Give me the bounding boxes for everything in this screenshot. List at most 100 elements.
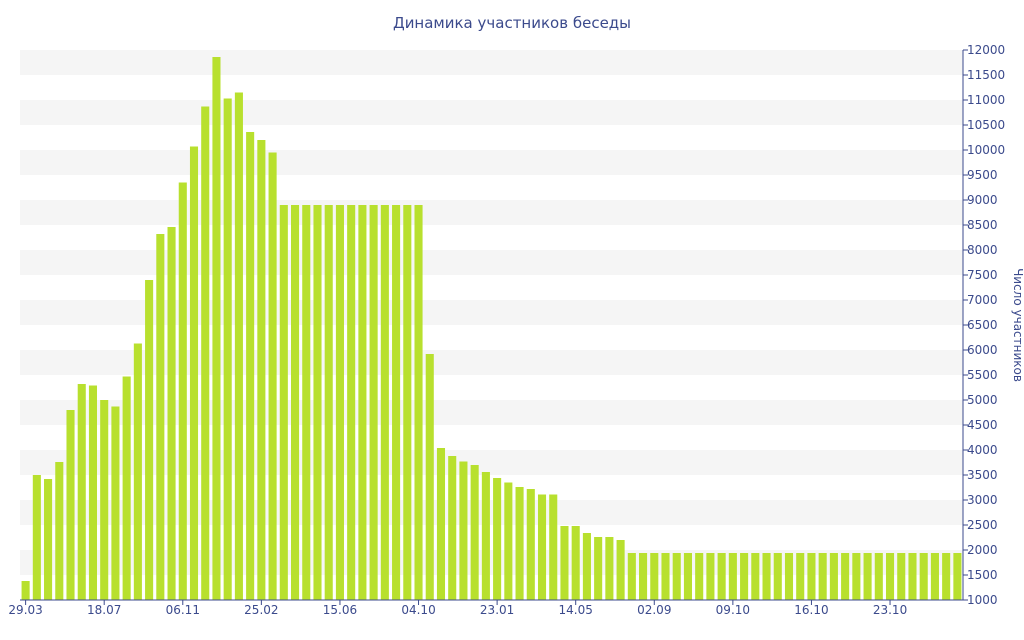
grid-bands (20, 50, 963, 575)
x-tick-label: 16.10 (794, 603, 828, 617)
y-tick-label: 2000 (967, 543, 998, 557)
bar (459, 461, 468, 600)
bar (728, 553, 737, 600)
y-tick-label: 2500 (967, 518, 998, 532)
bar (414, 205, 423, 600)
bar (549, 494, 558, 600)
bar (111, 406, 120, 600)
bar (448, 456, 457, 600)
y-tick-label: 5000 (967, 393, 998, 407)
bar (279, 205, 288, 600)
bar (897, 553, 906, 600)
bar (257, 140, 266, 600)
y-tick-label: 4000 (967, 443, 998, 457)
bar (145, 280, 154, 600)
grid-band (20, 50, 963, 75)
bar (560, 526, 569, 600)
bar (953, 553, 962, 600)
bar (616, 540, 625, 600)
grid-band (20, 400, 963, 425)
chart-title: Динамика участников беседы (393, 14, 631, 32)
bar (358, 205, 367, 600)
grid-band (20, 100, 963, 125)
bar (55, 462, 64, 600)
x-tick-label: 06.11 (166, 603, 200, 617)
bar (706, 553, 715, 600)
bar (436, 448, 446, 600)
bar (88, 385, 98, 600)
bar (627, 553, 636, 600)
bar (829, 553, 838, 600)
grid-band (20, 150, 963, 175)
y-tick-labels: 1000 1500 2000 2500 3000 3500 4000 4500 5000 5500… (963, 43, 1005, 607)
bar (77, 384, 86, 600)
bar (122, 376, 131, 600)
bar (639, 553, 648, 600)
x-tick-label: 04.10 (401, 603, 435, 617)
bar (380, 205, 389, 600)
bar (470, 465, 479, 600)
y-tick-label: 11500 (967, 68, 1005, 82)
bar (537, 494, 547, 600)
bar (885, 553, 895, 600)
y-tick-label: 6500 (967, 318, 998, 332)
bar (425, 354, 434, 600)
y-tick-label: 10500 (967, 118, 1005, 132)
y-tick-label: 7500 (967, 268, 998, 282)
bar (661, 553, 670, 600)
bar (594, 537, 603, 600)
bar (313, 205, 322, 600)
x-tick-label: 23.01 (480, 603, 514, 617)
bar (852, 553, 861, 600)
y-axis-title: Число участников (1011, 268, 1024, 382)
bar (762, 553, 771, 600)
bar (807, 553, 816, 600)
x-tick-label: 14.05 (559, 603, 593, 617)
y-tick-label: 7000 (967, 293, 998, 307)
grid-band (20, 450, 963, 475)
y-tick-label: 3000 (967, 493, 998, 507)
y-tick-label: 1000 (967, 593, 998, 607)
bar (919, 553, 928, 600)
bar (268, 152, 277, 600)
bar (571, 526, 580, 600)
bar (212, 57, 221, 600)
bar (133, 343, 142, 600)
x-tick-labels: 29.03 18.07 06.11 25.02 15.06 04.10 23.01 14.05… (8, 600, 907, 617)
bar (347, 205, 356, 600)
bar (717, 553, 726, 600)
y-tick-label: 3500 (967, 468, 998, 482)
bar (21, 581, 30, 600)
grid-band (20, 200, 963, 225)
bar (863, 553, 872, 600)
bar (403, 205, 412, 600)
grid-band (20, 350, 963, 375)
bar (201, 106, 210, 600)
bar (156, 234, 165, 600)
grid-band (20, 500, 963, 525)
y-tick-label: 4500 (967, 418, 998, 432)
y-tick-label: 9500 (967, 168, 998, 182)
bar (773, 553, 782, 600)
y-tick-label: 12000 (967, 43, 1005, 57)
y-tick-label: 11000 (967, 93, 1005, 107)
y-tick-label: 1500 (967, 568, 998, 582)
bar (515, 487, 524, 600)
bar (302, 205, 311, 600)
y-tick-label: 8000 (967, 243, 998, 257)
bar (930, 553, 939, 600)
bars-group (21, 57, 962, 600)
bar (942, 553, 951, 600)
bar (582, 533, 591, 600)
y-tick-label: 6000 (967, 343, 998, 357)
bar (234, 92, 243, 600)
bar (493, 478, 502, 600)
bar (291, 205, 300, 600)
bar (784, 553, 794, 600)
bar (695, 553, 704, 600)
bar (189, 146, 199, 600)
bar (504, 482, 513, 600)
y-tick-label: 5500 (967, 368, 998, 382)
